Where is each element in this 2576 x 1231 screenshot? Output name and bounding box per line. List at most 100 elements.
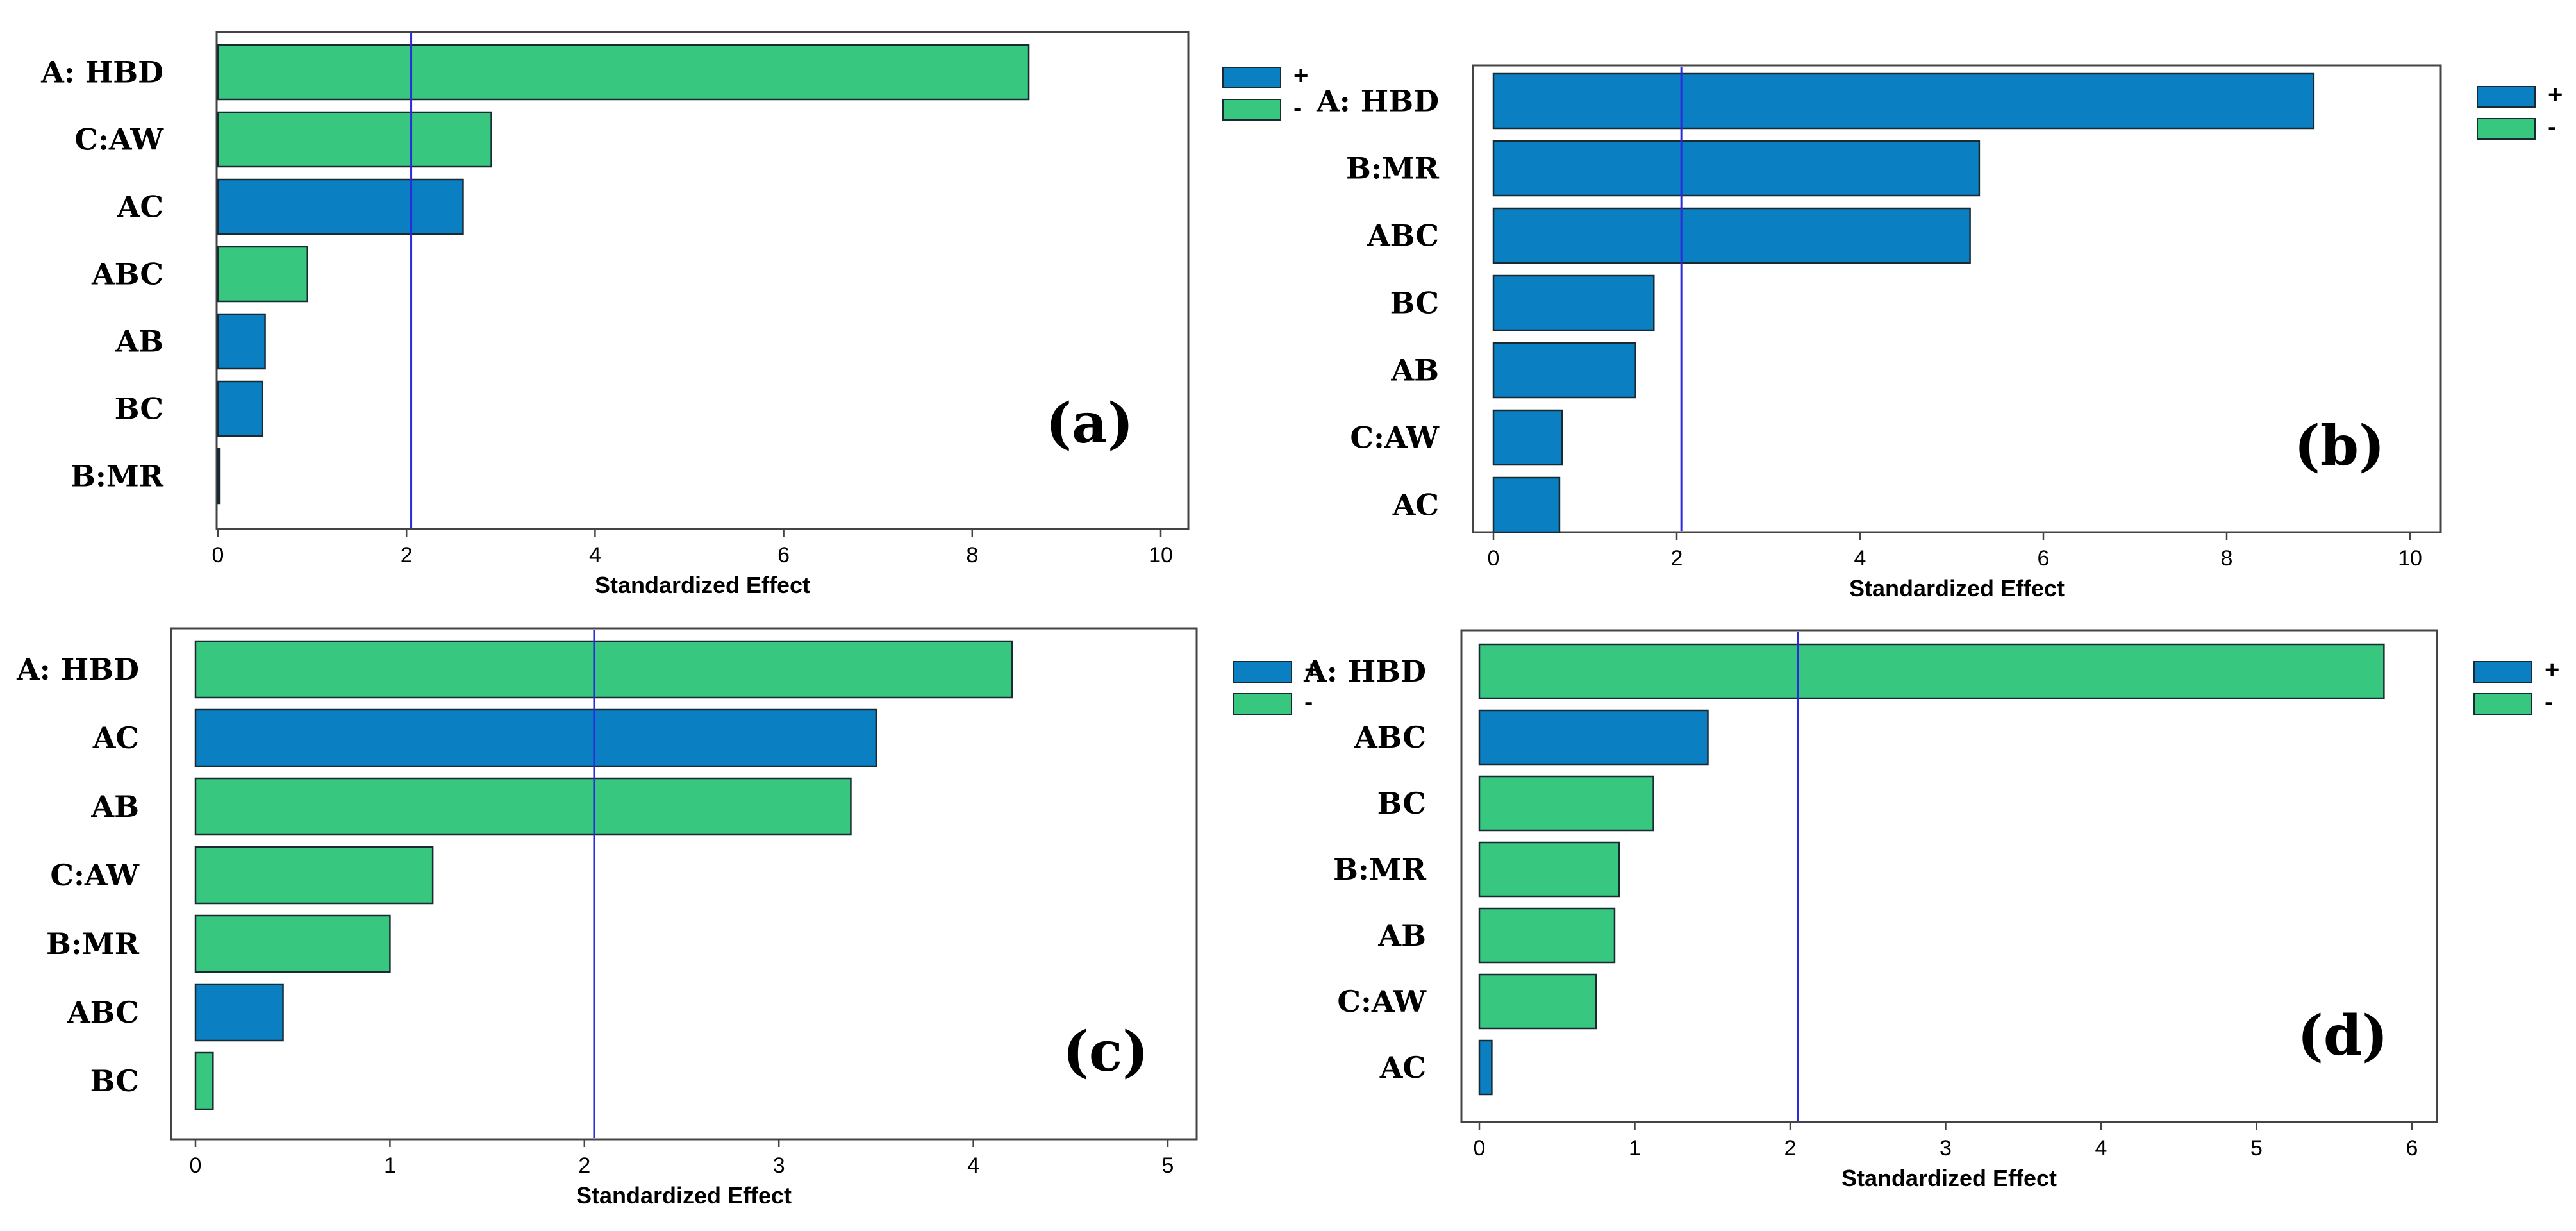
chart-panel-c: A: HBD AC AB C:AW B:MR ABC BC 0 1 2 3 4 5 Standardize… — [16, 627, 1319, 1209]
legend-sign-label: - — [1293, 94, 1302, 122]
x-axis-title: Standardized Effect — [576, 1182, 792, 1209]
bar-abc — [194, 983, 284, 1042]
factor-label: BC — [90, 1064, 139, 1098]
factor-label: ABC — [67, 995, 139, 1030]
panel-tag: (c) — [1063, 1019, 1149, 1084]
bar-ac — [217, 178, 464, 235]
bar-c-aw — [217, 111, 492, 168]
factor-label: A: HBD — [16, 652, 139, 687]
factor-label: BC — [115, 392, 163, 426]
legend-swatch-negative — [1233, 693, 1292, 715]
factor-label: AC — [117, 190, 163, 224]
bar-b-mr — [1478, 841, 1620, 898]
x-axis-title: Standardized Effect — [1841, 1165, 2057, 1191]
legend-sign-label: - — [2545, 688, 2553, 716]
factor-label: AB — [1390, 353, 1439, 388]
legend-sign-label: + — [1304, 656, 1319, 684]
bar-abc — [217, 246, 308, 303]
bar-c-aw — [194, 846, 434, 905]
bar-a-hbd — [217, 44, 1030, 101]
factor-label: A: HBD — [1303, 654, 1426, 689]
bar-c-aw — [1492, 409, 1563, 466]
factor-label: C:AW — [1350, 421, 1440, 455]
factor-label: ABC — [91, 257, 163, 292]
factor-label: B:MR — [46, 926, 140, 961]
panel-tag: (b) — [2294, 414, 2385, 478]
x-tick-label: 3 — [1940, 1136, 1952, 1160]
factor-label: ABC — [1367, 219, 1439, 253]
chart-panel-a: A: HBD C:AW AC ABC AB BC B:MR 0 2 4 6 8 10 Standardiz… — [40, 31, 1308, 598]
x-tick-label: 0 — [1488, 546, 1500, 571]
x-tick-label: 4 — [2095, 1136, 2107, 1160]
bar-bc — [194, 1051, 214, 1110]
x-tick-label: 3 — [773, 1153, 785, 1178]
bar-abc — [1492, 207, 1971, 264]
bar-b-mr — [217, 448, 221, 505]
x-tick-label: 0 — [212, 543, 224, 567]
bar-ab — [217, 313, 266, 370]
legend-sign-label: + — [2548, 81, 2563, 109]
factor-label: C:AW — [74, 122, 164, 157]
bar-a-hbd — [1492, 72, 2315, 130]
bar-b-mr — [1492, 140, 1981, 197]
x-tick-label: 0 — [190, 1153, 202, 1178]
factor-label: A: HBD — [1316, 84, 1439, 119]
factor-label: AC — [1392, 488, 1439, 523]
x-tick-label: 5 — [2250, 1136, 2263, 1160]
x-tick-label: 1 — [384, 1153, 396, 1178]
bar-a-hbd — [194, 640, 1013, 699]
bar-ac — [1492, 476, 1561, 533]
x-tick-label: 2 — [578, 1153, 590, 1178]
factor-label: AC — [92, 721, 139, 755]
x-tick-label: 2 — [1671, 546, 1683, 571]
bar-ac — [194, 708, 877, 767]
x-axis-title: Standardized Effect — [595, 572, 810, 598]
factor-label: AB — [115, 324, 163, 359]
x-tick-label: 6 — [2038, 546, 2050, 571]
factor-label: B:MR — [71, 459, 164, 494]
factor-label: BC — [1377, 786, 1426, 821]
x-tick-label: 6 — [2406, 1136, 2418, 1160]
x-tick-label: 10 — [2398, 546, 2422, 571]
legend-sign-label: - — [2548, 113, 2556, 141]
bar-bc — [217, 380, 263, 437]
legend-swatch-positive — [1233, 661, 1292, 683]
factor-label: ABC — [1354, 720, 1426, 755]
legend-swatch-negative — [2477, 118, 2536, 140]
x-tick-label: 2 — [1784, 1136, 1797, 1160]
x-tick-label: 5 — [1162, 1153, 1174, 1178]
factor-label: BC — [1390, 286, 1439, 321]
x-tick-label: 4 — [589, 543, 601, 567]
x-tick-label: 10 — [1149, 543, 1173, 567]
x-axis-title: Standardized Effect — [1849, 575, 2065, 601]
legend-sign-label: - — [1304, 688, 1313, 716]
legend-swatch-positive — [1222, 67, 1281, 88]
x-tick-label: 4 — [967, 1153, 979, 1178]
factor-label: B:MR — [1333, 852, 1427, 887]
bar-a-hbd — [1478, 643, 2385, 699]
legend-swatch-positive — [2477, 86, 2536, 108]
bar-ac — [1478, 1039, 1493, 1096]
panel-tag: (d) — [2297, 1003, 2388, 1068]
x-tick-label: 2 — [401, 543, 413, 567]
x-tick-label: 8 — [2221, 546, 2233, 571]
legend-sign-label: + — [1293, 62, 1308, 90]
chart-panel-b: A: HBD B:MR ABC BC AB C:AW AC 0 2 4 6 8 10 Standardiz… — [1316, 64, 2563, 601]
x-tick-label: 1 — [1629, 1136, 1641, 1160]
x-tick-label: 6 — [777, 543, 790, 567]
x-tick-label: 0 — [1474, 1136, 1486, 1160]
bar-bc — [1478, 775, 1654, 832]
factor-label: AB — [1377, 918, 1426, 953]
bar-c-aw — [1478, 973, 1597, 1030]
bar-bc — [1492, 274, 1655, 331]
bar-abc — [1478, 709, 1709, 766]
bar-ab — [1478, 907, 1616, 964]
factor-label: AC — [1379, 1050, 1426, 1085]
legend-swatch-negative — [2473, 693, 2532, 715]
legend-swatch-positive — [2473, 661, 2532, 683]
bar-ab — [1492, 342, 1636, 399]
legend-swatch-negative — [1222, 99, 1281, 121]
factor-label: C:AW — [50, 858, 140, 892]
factor-label: AB — [90, 789, 139, 824]
